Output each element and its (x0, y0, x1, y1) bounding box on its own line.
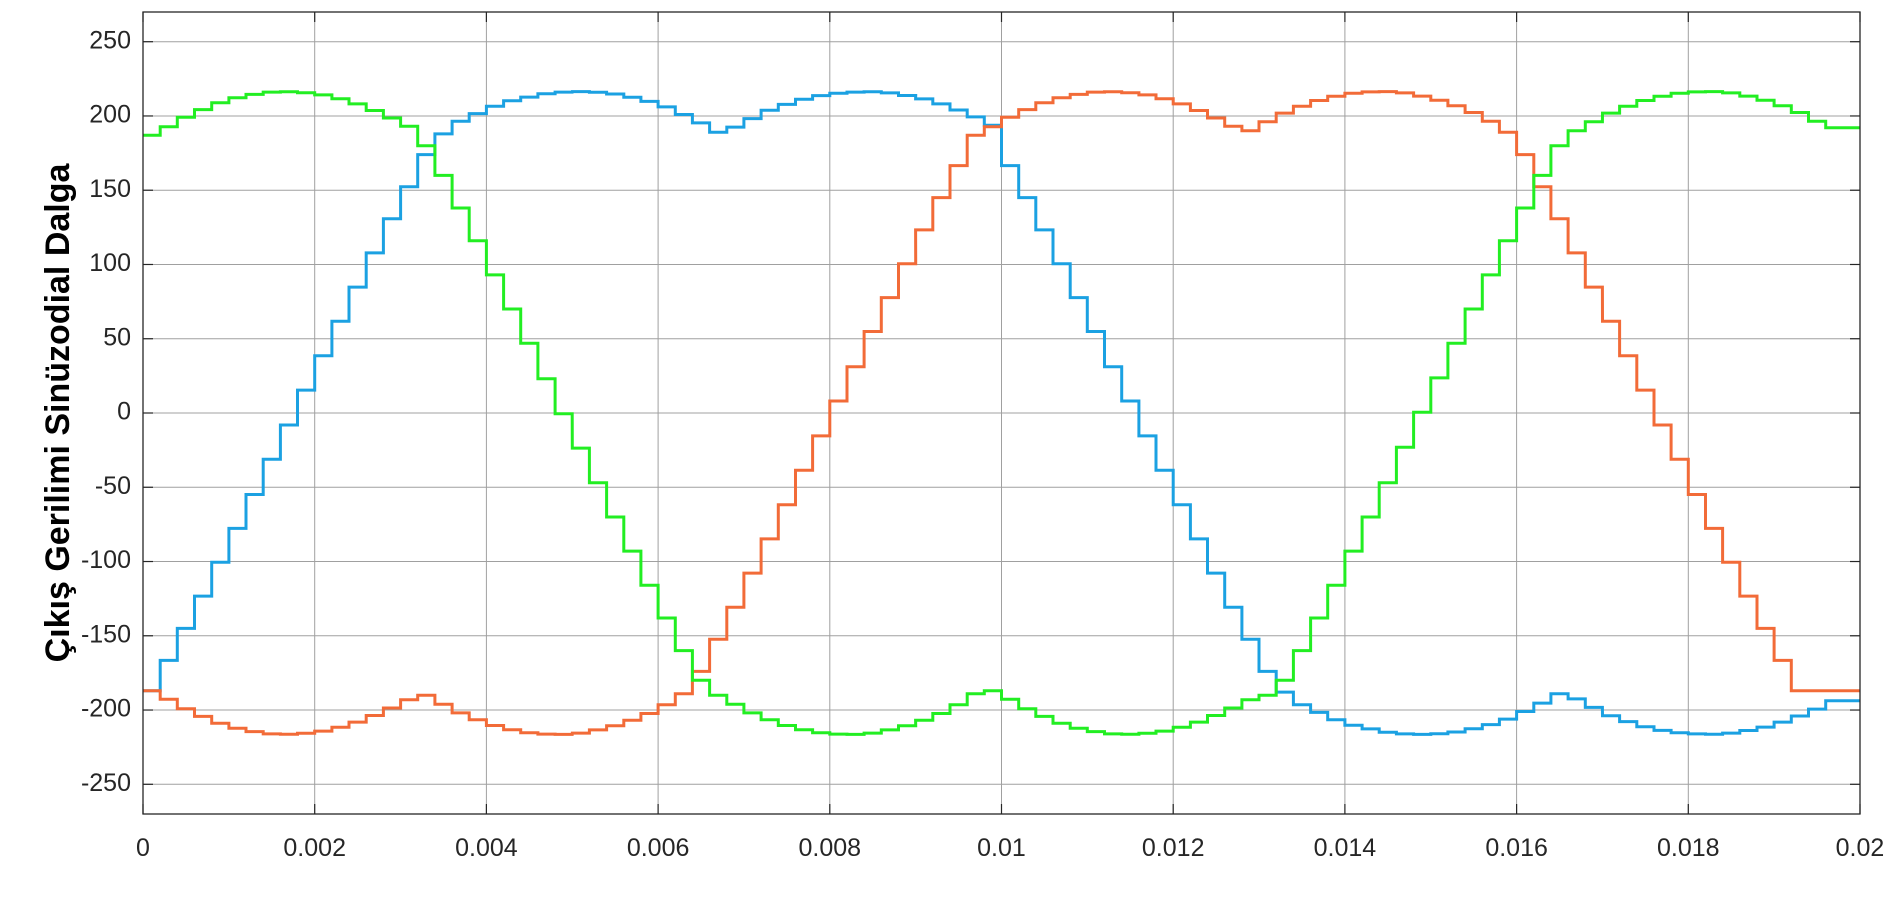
y-tick-label: 200 (89, 101, 131, 129)
axis-ticks: 0 0.002 0.004 0.006 0.008 0.01 0.012 0.014 0.016… (81, 12, 1884, 862)
y-tick-label: -250 (81, 769, 131, 797)
x-tick-label: 0.01 (977, 834, 1026, 862)
x-tick-label: 0.016 (1485, 834, 1548, 862)
x-tick-label: 0.004 (455, 834, 518, 862)
y-tick-label: -100 (81, 546, 131, 574)
x-tick-label: 0 (136, 834, 150, 862)
x-tick-label: 0.02 (1836, 834, 1885, 862)
series-line-3 (143, 90, 1860, 736)
y-tick-label: 100 (89, 249, 131, 277)
x-tick-label: 0.008 (799, 834, 862, 862)
y-tick-label: 50 (103, 323, 131, 351)
y-tick-label: 0 (117, 398, 131, 426)
x-tick-label: 0.014 (1314, 834, 1377, 862)
series-group (143, 90, 1860, 736)
y-tick-label: 250 (89, 26, 131, 54)
x-tick-label: 0.006 (627, 834, 690, 862)
series-line-2 (143, 90, 1860, 736)
x-tick-label: 0.012 (1142, 834, 1205, 862)
x-tick-label: 0.018 (1657, 834, 1720, 862)
y-tick-label: -150 (81, 620, 131, 648)
y-axis-label: Çıkış Gerilimi Sinüzodial Dalga (39, 163, 77, 663)
y-tick-label: -200 (81, 695, 131, 723)
y-tick-label: -50 (95, 472, 131, 500)
y-tick-label: 150 (89, 175, 131, 203)
x-tick-label: 0.002 (283, 834, 346, 862)
